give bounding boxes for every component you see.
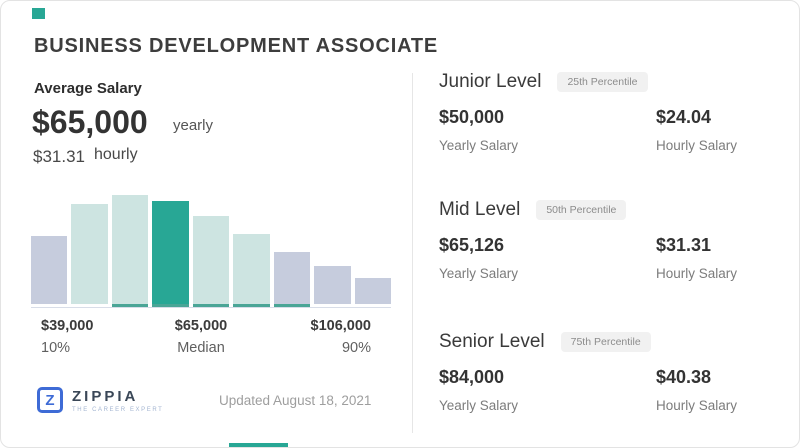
histogram-bar-5 [192,216,230,304]
logo-tagline: THE CAREER EXPERT [72,407,164,413]
hourly-amount: $31.31 [656,235,712,255]
histogram-underline-segment [233,304,270,307]
hourly-salary-cell: $40.38 Hourly Salary [656,367,737,413]
hourly-unit-label: hourly [94,146,138,163]
level-name: Mid Level [439,199,521,220]
tick-10th-percentile: $39,000 10% [41,315,93,359]
tick-value: $65,000 [174,318,228,334]
yearly-salary-cell: $50,000 Yearly Salary [439,107,656,153]
tick-label: Median [177,340,225,356]
percentile-badge: 50th Percentile [536,200,627,220]
level-row-junior: Junior Level 25th Percentile $50,000 Yea… [439,71,769,153]
tick-value: $39,000 [41,318,94,334]
histogram-bar-3 [111,195,149,304]
percentile-badge: 75th Percentile [560,332,651,352]
histogram-underline-segment [111,304,149,307]
level-name: Junior Level [439,71,542,92]
yearly-amount: $84,000 [439,367,505,387]
yearly-label: Yearly Salary [439,266,519,281]
histogram-bar-4 [152,201,189,304]
histogram-bar-7 [273,252,311,304]
tick-label: 90% [341,340,371,356]
yearly-salary-cell: $84,000 Yearly Salary [439,367,656,413]
percentile-badge: 25th Percentile [557,72,648,92]
histogram-baseline [31,307,391,308]
teal-accent-strip [229,443,288,447]
level-row-mid: Mid Level 50th Percentile $65,126 Yearly… [439,199,769,281]
histogram-underline-segment [192,304,230,307]
histogram-bar-6 [233,234,270,304]
hourly-amount: $24.04 [656,107,712,127]
logo-name: ZIPPIA [72,388,139,405]
yearly-amount: $50,000 [439,107,505,127]
level-header: Senior Level 75th Percentile [439,331,769,353]
histogram-underline-segment [152,304,189,307]
hourly-amount: $40.38 [656,367,712,387]
level-row-senior: Senior Level 75th Percentile $84,000 Yea… [439,331,769,413]
average-hourly-amount: $31.31 [33,147,85,166]
hourly-label: Hourly Salary [656,138,738,153]
histogram-bar-9 [354,278,391,304]
hourly-salary-cell: $24.04 Hourly Salary [656,107,737,153]
level-name: Senior Level [439,331,545,352]
yearly-amount: $65,126 [439,235,505,255]
histogram-bar-1 [31,236,68,304]
average-salary-label: Average Salary [34,80,142,97]
zippia-logo-text: ZIPPIA THE CAREER EXPERT [72,387,163,413]
zippia-logo: Z ZIPPIA THE CAREER EXPERT [37,387,163,413]
hourly-label: Hourly Salary [656,266,738,281]
updated-date: Updated August 18, 2021 [219,393,372,408]
yearly-salary-cell: $65,126 Yearly Salary [439,235,656,281]
zippia-logo-icon: Z [37,387,63,413]
tick-value: $106,000 [310,318,371,334]
level-header: Junior Level 25th Percentile [439,71,769,93]
average-yearly-amount: $65,000 [32,104,148,140]
yearly-label: Yearly Salary [439,138,519,153]
tick-label: 10% [41,340,71,356]
level-header: Mid Level 50th Percentile [439,199,769,221]
tick-90th-percentile: $106,000 90% [271,315,371,359]
hourly-salary-cell: $31.31 Hourly Salary [656,235,737,281]
histogram-bar-2 [71,204,108,304]
tick-median: $65,000 Median [31,315,371,359]
yearly-unit-label: yearly [173,117,214,134]
teal-accent-square [32,8,45,19]
histogram-range-underline [31,304,391,307]
salary-histogram [31,193,391,304]
vertical-divider [412,73,413,433]
histogram-underline-segment [273,304,311,307]
page-title: BUSINESS DEVELOPMENT ASSOCIATE [34,35,439,57]
hourly-label: Hourly Salary [656,398,738,413]
yearly-label: Yearly Salary [439,398,519,413]
histogram-bar-8 [314,266,351,304]
